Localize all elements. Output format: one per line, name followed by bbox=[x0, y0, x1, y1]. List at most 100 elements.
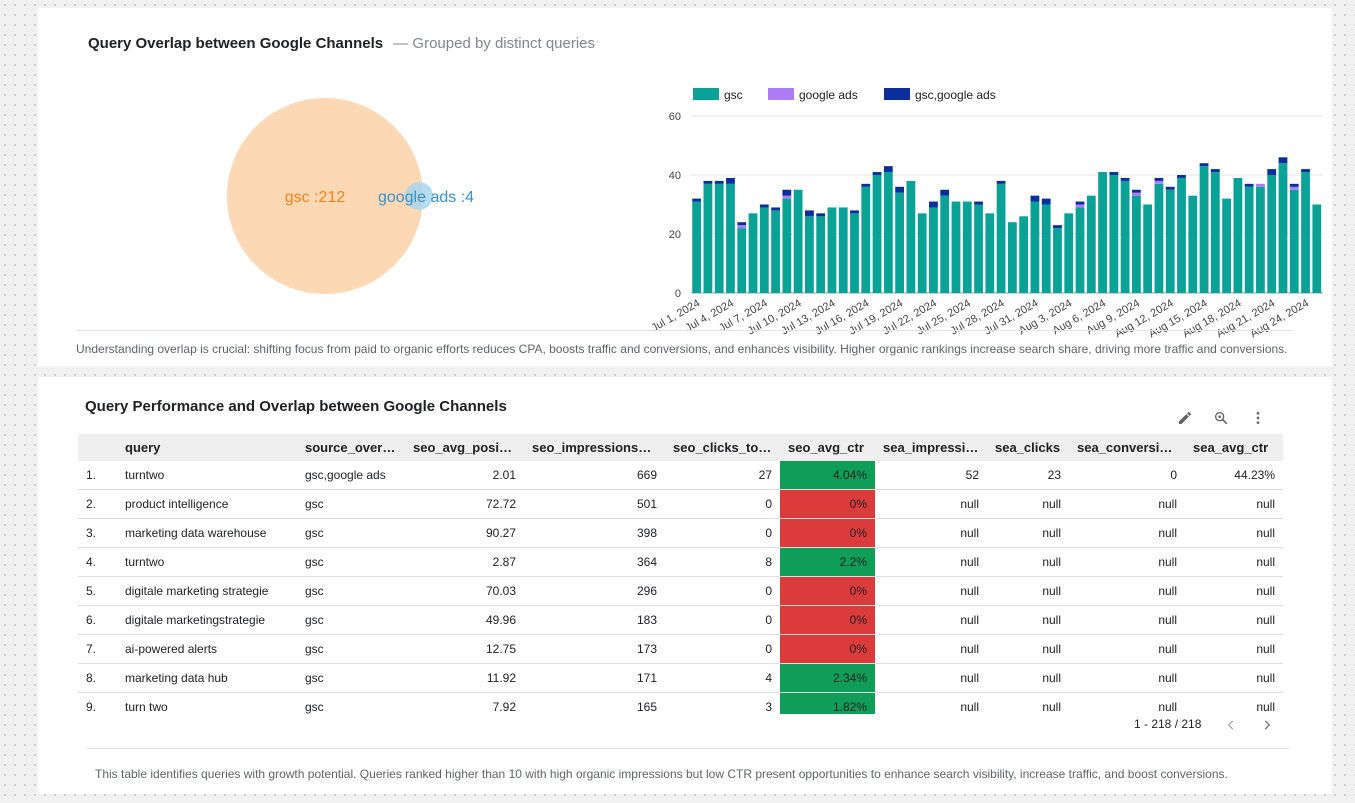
bar-segment[interactable] bbox=[1233, 177, 1243, 293]
bar-segment[interactable] bbox=[1109, 175, 1119, 293]
table-row[interactable]: 9. turn two gsc 7.92 165 3 1.82% null null null nu… bbox=[78, 692, 1283, 714]
bar-segment[interactable] bbox=[782, 189, 792, 196]
col-header-seo-avg-ctr[interactable]: seo_avg_ctr bbox=[780, 434, 875, 461]
bar-segment[interactable] bbox=[974, 201, 983, 205]
bar-segment[interactable] bbox=[1312, 204, 1322, 294]
bar-segment[interactable] bbox=[827, 207, 837, 293]
bar-segment[interactable] bbox=[1075, 204, 1085, 208]
bar-segment[interactable] bbox=[872, 172, 882, 175]
table-row[interactable]: 8. marketing data hub gsc 11.92 171 4 2.34% nul… bbox=[78, 663, 1283, 693]
bar-segment[interactable] bbox=[1086, 195, 1096, 293]
bar-segment[interactable] bbox=[962, 201, 972, 293]
table-row[interactable]: 1. turntwo gsc,google ads 2.01 669 27 4.04% 52 2… bbox=[78, 461, 1283, 490]
table-row[interactable]: 7. ai-powered alerts gsc 12.75 173 0 0% null nul… bbox=[78, 634, 1283, 664]
bar-segment[interactable] bbox=[737, 225, 747, 229]
explore-button[interactable] bbox=[1209, 407, 1233, 429]
bar-segment[interactable] bbox=[804, 210, 814, 217]
bar-segment[interactable] bbox=[1289, 183, 1299, 187]
more-options-button[interactable] bbox=[1246, 407, 1270, 429]
bar-segment[interactable] bbox=[895, 192, 905, 293]
bar-segment[interactable] bbox=[714, 180, 724, 184]
bar-segment[interactable] bbox=[1041, 198, 1051, 205]
bar-segment[interactable] bbox=[996, 180, 1006, 184]
bar-segment[interactable] bbox=[1019, 216, 1029, 293]
bar-segment[interactable] bbox=[726, 183, 735, 293]
bar-segment[interactable] bbox=[1301, 172, 1310, 293]
bar-segment[interactable] bbox=[1075, 201, 1085, 205]
table-row[interactable]: 3. marketing data warehouse gsc 90.27 398 0 0%… bbox=[78, 518, 1283, 548]
bar-segment[interactable] bbox=[1131, 195, 1141, 293]
venn-gsc-circle[interactable] bbox=[227, 98, 423, 294]
bar-segment[interactable] bbox=[1177, 175, 1186, 178]
col-header-sea-impressions[interactable]: sea_impressi… bbox=[875, 434, 987, 461]
bar-segment[interactable] bbox=[1131, 192, 1141, 196]
col-header-seo-impressions[interactable]: seo_impressions_… bbox=[524, 434, 665, 461]
bar-segment[interactable] bbox=[771, 207, 780, 211]
bar-segment[interactable] bbox=[951, 201, 961, 293]
bar-segment[interactable] bbox=[1030, 195, 1040, 202]
bar-segment[interactable] bbox=[1143, 204, 1153, 294]
bar-segment[interactable] bbox=[1289, 189, 1299, 293]
stacked-bar-chart[interactable]: gsc google ads gsc,google ads 0 20 40 60 Jul … bbox=[603, 73, 1323, 343]
bar-segment[interactable] bbox=[759, 204, 769, 208]
bar-segment[interactable] bbox=[906, 180, 916, 293]
bar-segment[interactable] bbox=[883, 166, 893, 173]
bar-segment[interactable] bbox=[782, 198, 792, 293]
bar-segment[interactable] bbox=[737, 222, 747, 226]
table-row[interactable]: 4. turntwo gsc 2.87 364 8 2.2% null null null null bbox=[78, 547, 1283, 577]
col-header-sea-avg-ctr[interactable]: sea_avg_ctr bbox=[1185, 434, 1283, 461]
bar-segment[interactable] bbox=[996, 183, 1006, 293]
venn-diagram[interactable]: gsc :212 google ads :4 bbox=[178, 93, 498, 313]
bar-segment[interactable] bbox=[692, 201, 702, 293]
col-header-sea-conversions[interactable]: sea_conversi… bbox=[1069, 434, 1185, 461]
bar-segment[interactable] bbox=[793, 189, 803, 293]
bar-segment[interactable] bbox=[726, 177, 735, 184]
bar-segment[interactable] bbox=[1098, 172, 1107, 293]
bar-segment[interactable] bbox=[895, 186, 905, 193]
bar-segment[interactable] bbox=[883, 172, 893, 293]
bar-segment[interactable] bbox=[759, 207, 769, 293]
edit-button[interactable] bbox=[1173, 407, 1197, 429]
bar-segment[interactable] bbox=[850, 210, 859, 214]
bar-segment[interactable] bbox=[703, 180, 713, 184]
table-row[interactable]: 5. digitale marketing strategie gsc 70.03 29… bbox=[78, 576, 1283, 606]
col-header-source[interactable]: source_overl… bbox=[297, 434, 405, 461]
bar-segment[interactable] bbox=[1109, 172, 1119, 175]
bar-segment[interactable] bbox=[1154, 177, 1164, 181]
bar-segment[interactable] bbox=[974, 204, 983, 294]
bar-segment[interactable] bbox=[1154, 180, 1164, 184]
bar-segment[interactable] bbox=[940, 189, 950, 196]
table-row[interactable]: 2. product intelligence gsc 72.72 501 0 0% null… bbox=[78, 489, 1283, 519]
bar-segment[interactable] bbox=[872, 175, 882, 293]
bar-segment[interactable] bbox=[838, 207, 848, 293]
bar-segment[interactable] bbox=[1053, 225, 1062, 229]
bar-segment[interactable] bbox=[703, 183, 713, 293]
bar-segment[interactable] bbox=[929, 201, 938, 208]
bar-segment[interactable] bbox=[1030, 201, 1040, 293]
bar-segment[interactable] bbox=[929, 207, 938, 293]
col-header-seo-clicks[interactable]: seo_clicks_to… bbox=[665, 434, 780, 461]
bar-segment[interactable] bbox=[1064, 213, 1074, 293]
legend-label[interactable]: google ads bbox=[799, 88, 858, 102]
col-header-sea-clicks[interactable]: sea_clicks bbox=[987, 434, 1069, 461]
bar-segment[interactable] bbox=[1075, 207, 1085, 293]
legend-label[interactable]: gsc,google ads bbox=[915, 88, 996, 102]
bar-segment[interactable] bbox=[1131, 189, 1141, 193]
bar-segment[interactable] bbox=[804, 216, 814, 293]
bar-segment[interactable] bbox=[782, 195, 792, 199]
bar-segment[interactable] bbox=[1199, 166, 1209, 293]
bar-segment[interactable] bbox=[816, 216, 826, 293]
bar-segment[interactable] bbox=[1177, 177, 1186, 293]
bar-segment[interactable] bbox=[850, 213, 859, 293]
bar-segment[interactable] bbox=[692, 198, 702, 202]
prev-page-button[interactable] bbox=[1221, 715, 1241, 735]
bar-segment[interactable] bbox=[816, 213, 826, 217]
bar-segment[interactable] bbox=[1244, 186, 1254, 293]
bar-segment[interactable] bbox=[1120, 177, 1130, 181]
bar-segment[interactable] bbox=[748, 213, 758, 293]
col-header-query[interactable]: query bbox=[117, 434, 297, 461]
bar-segment[interactable] bbox=[1267, 169, 1277, 175]
bar-segment[interactable] bbox=[1278, 163, 1288, 293]
venn-ads-circle[interactable] bbox=[405, 182, 433, 210]
bar-segment[interactable] bbox=[1256, 186, 1265, 293]
